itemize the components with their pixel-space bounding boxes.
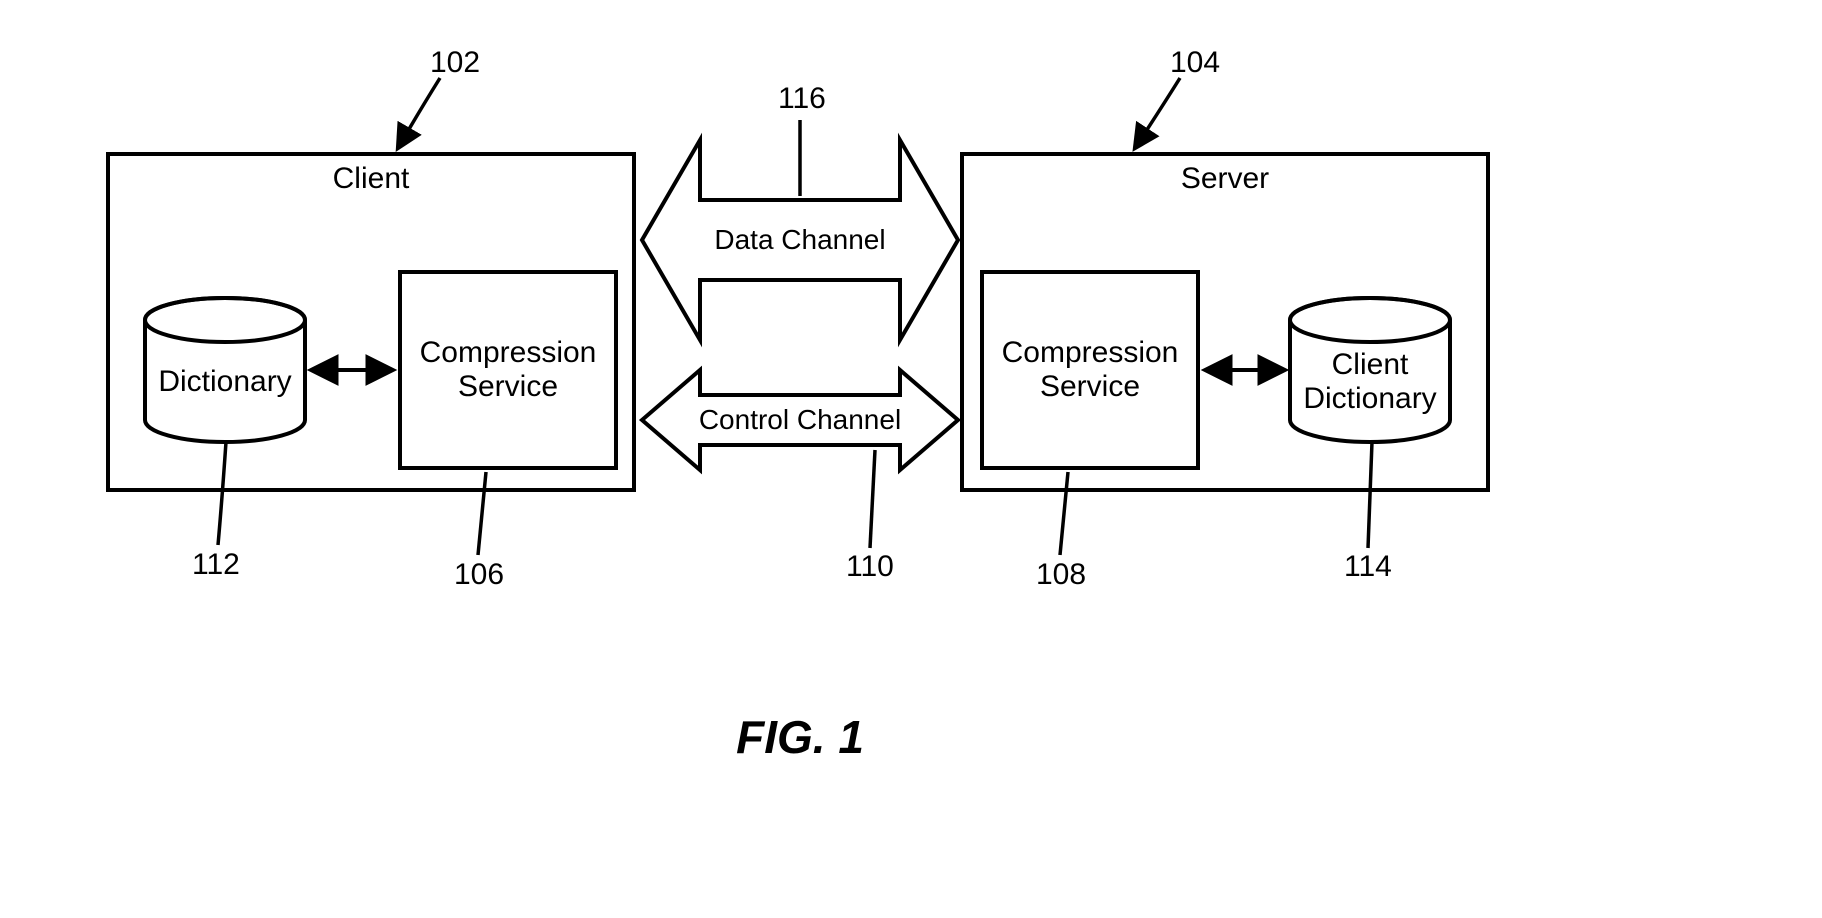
ref-116: 116	[778, 82, 826, 116]
ref-110: 110	[846, 550, 894, 584]
client-dictionary-label-1: Client	[1290, 348, 1450, 382]
ref-114: 114	[1344, 550, 1392, 584]
server-title: Server	[964, 162, 1486, 196]
ref-104: 104	[1170, 46, 1220, 80]
compression-label-3: Compression	[1002, 336, 1179, 370]
client-title: Client	[110, 162, 632, 196]
compression-service-client: Compression Service	[398, 270, 618, 470]
compression-label-4: Service	[1040, 370, 1140, 404]
compression-service-server: Compression Service	[980, 270, 1200, 470]
compression-label-1: Compression	[420, 336, 597, 370]
ref-108: 108	[1036, 558, 1086, 592]
client-dictionary-label-2: Dictionary	[1290, 382, 1450, 416]
diagram-canvas: Client Server Compression Service Compre…	[0, 0, 1822, 918]
figure-caption: FIG. 1	[0, 710, 1600, 764]
ref-106: 106	[454, 558, 504, 592]
ref-102: 102	[430, 46, 480, 80]
dictionary-label: Dictionary	[145, 365, 305, 399]
control-channel-label: Control Channel	[690, 404, 910, 436]
data-channel-label: Data Channel	[700, 224, 900, 256]
ref-112: 112	[192, 548, 240, 582]
compression-label-2: Service	[458, 370, 558, 404]
